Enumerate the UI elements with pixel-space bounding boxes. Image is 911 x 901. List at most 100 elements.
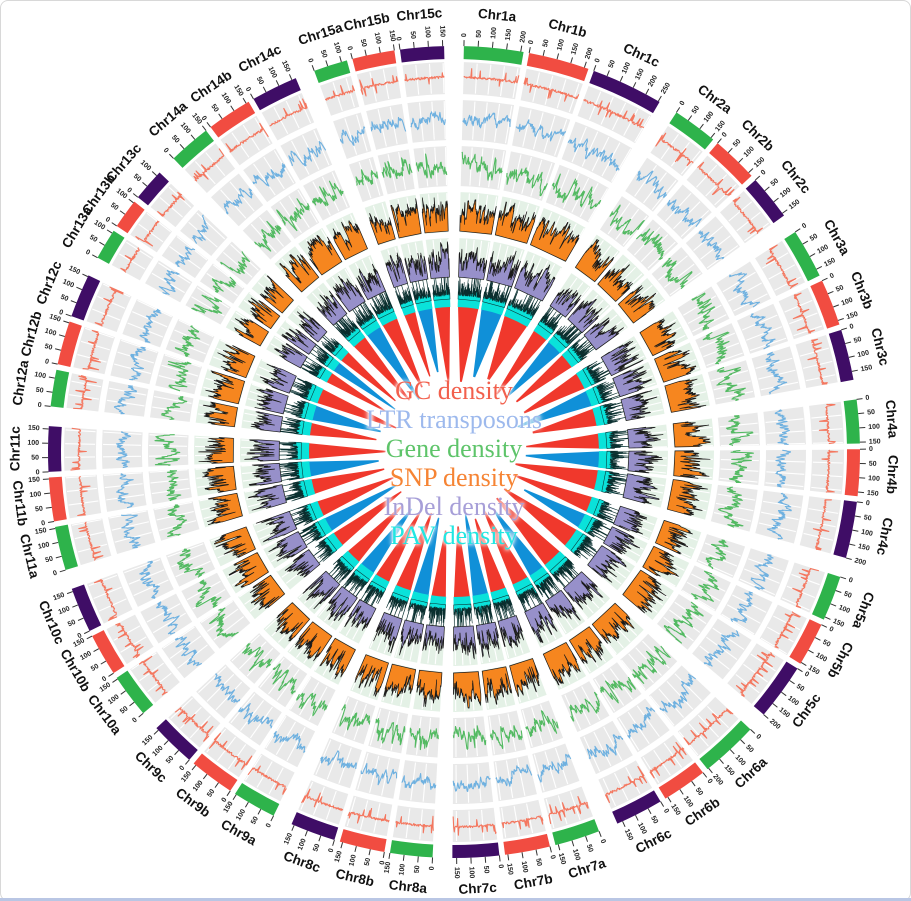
series-area xyxy=(201,465,237,493)
series-line xyxy=(113,385,137,415)
axis-tick-label: 100 xyxy=(682,795,694,809)
ideogram-Chr11c xyxy=(48,426,62,472)
axis-tick-label: 50 xyxy=(31,455,39,462)
axis-tick-label: 0 xyxy=(221,796,229,803)
series-line xyxy=(312,180,344,207)
axis-tick-label: 0 xyxy=(594,58,602,64)
series-area xyxy=(613,505,648,535)
pav-wedge xyxy=(338,349,396,402)
series-line xyxy=(501,815,544,830)
axis-tick xyxy=(244,801,249,808)
track-bg xyxy=(717,412,760,447)
series-line xyxy=(635,228,665,260)
series-line xyxy=(320,750,357,770)
pav-wedge xyxy=(313,387,397,429)
grid-line xyxy=(106,399,145,407)
series-area xyxy=(667,479,708,516)
axis-tick-label: 50 xyxy=(170,134,180,145)
axis-tick xyxy=(507,854,510,861)
pav-wedge xyxy=(507,338,563,396)
chromosome-label: Chr4c xyxy=(874,516,896,557)
track-bg xyxy=(696,534,746,579)
axis-tick xyxy=(858,412,865,415)
axis-tick xyxy=(645,88,650,95)
series-area xyxy=(332,275,366,313)
axis-tick-label: 50 xyxy=(608,59,617,69)
axis-tick xyxy=(520,45,523,52)
pav-rim xyxy=(533,323,553,341)
series-area xyxy=(673,450,711,479)
grid-line xyxy=(706,245,739,269)
pav-spikes xyxy=(506,284,542,321)
grid-line xyxy=(488,149,495,188)
axis-tick-label: 50 xyxy=(319,49,328,59)
series-area xyxy=(486,250,521,288)
series-area xyxy=(294,621,333,662)
axis-tick xyxy=(583,61,587,68)
pav-wedge xyxy=(434,303,451,385)
axis-tick xyxy=(368,849,371,856)
grid-line xyxy=(494,762,502,800)
legend-item: SNP density xyxy=(389,463,519,492)
axis-tick-label: 150 xyxy=(869,438,881,445)
pav-spikes xyxy=(394,279,414,309)
axis-tick-label: 0 xyxy=(84,249,91,257)
pav-wedge xyxy=(517,389,596,428)
track-bg xyxy=(242,209,292,260)
pav-wedge xyxy=(344,505,403,565)
series-line xyxy=(807,338,828,385)
axis-tick xyxy=(206,122,211,128)
pav-spikes xyxy=(457,269,483,302)
track-bg xyxy=(64,474,102,519)
ideogram-Chr11a xyxy=(55,524,78,571)
series-line xyxy=(223,188,253,215)
chromosome-label: Chr2a xyxy=(695,82,735,117)
series-line xyxy=(193,148,225,182)
track-bg xyxy=(463,62,521,100)
axis-tick xyxy=(66,591,73,595)
axis-tick-label: 50 xyxy=(863,514,872,522)
grid-line xyxy=(103,431,142,435)
chromosome-label: Chr11b xyxy=(10,480,30,527)
series-line xyxy=(192,214,209,244)
series-area xyxy=(255,510,298,543)
axis-tick-label: 50 xyxy=(821,639,831,649)
series-line xyxy=(452,775,491,793)
axis-tick xyxy=(657,95,662,102)
series-line xyxy=(355,169,379,186)
grid-line xyxy=(442,63,445,94)
axis-tick-label: 100 xyxy=(571,848,581,861)
pav-wedge xyxy=(305,460,379,478)
axis-tick-label: 100 xyxy=(779,187,793,200)
grid-line xyxy=(742,314,778,331)
grid-line xyxy=(368,158,381,196)
series-area xyxy=(497,615,525,649)
grid-line xyxy=(474,63,478,94)
pav-wedge xyxy=(492,508,546,580)
grid-line xyxy=(513,805,520,836)
series-line xyxy=(659,673,697,713)
grid-line xyxy=(789,312,818,325)
axis-tick xyxy=(413,41,415,49)
pav-spikes xyxy=(605,429,638,449)
chromosome-label: Chr2b xyxy=(739,116,778,154)
series-line xyxy=(495,764,533,787)
grid-line xyxy=(744,222,769,242)
track-bg xyxy=(577,85,652,144)
track-bg xyxy=(229,633,281,684)
grid-line xyxy=(254,117,271,144)
series-line xyxy=(691,292,716,331)
axis-tick xyxy=(191,765,197,771)
axis-tick xyxy=(402,854,405,861)
series-line xyxy=(121,514,141,549)
series-line xyxy=(139,560,160,599)
grid-line xyxy=(369,72,377,102)
axis-tick xyxy=(845,557,852,560)
axis-tick-label: 0 xyxy=(706,778,714,785)
grid-line xyxy=(66,487,97,492)
axis-tick xyxy=(63,320,70,324)
axis-tick xyxy=(59,569,66,573)
series-line xyxy=(452,816,497,836)
ideogram-Chr3a xyxy=(784,231,820,282)
series-line xyxy=(166,469,182,502)
